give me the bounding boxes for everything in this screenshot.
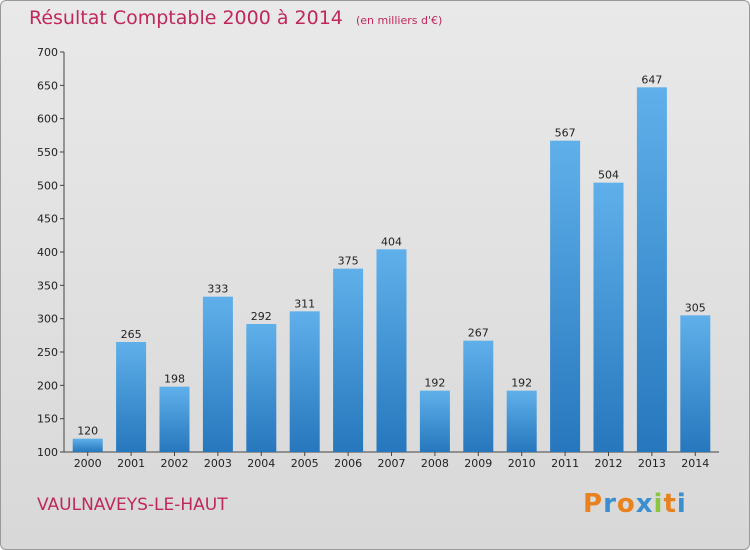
- y-tick-label: 500: [37, 179, 58, 192]
- bar: [680, 315, 711, 452]
- chart-subtitle: (en milliers d'€): [355, 14, 443, 27]
- x-tick-label: 2009: [464, 457, 492, 470]
- x-tick-label: 2006: [334, 457, 362, 470]
- x-tick-label: 2011: [551, 457, 579, 470]
- proxiti-logo: Proxiti: [583, 489, 687, 519]
- y-tick-label: 450: [37, 213, 58, 226]
- x-tick-label: 2002: [161, 457, 189, 470]
- value-label: 305: [685, 301, 706, 314]
- bar: [289, 311, 320, 452]
- bar: [246, 324, 277, 452]
- x-tick-label: 2000: [74, 457, 102, 470]
- bar: [550, 140, 581, 452]
- y-tick-label: 700: [37, 46, 58, 59]
- value-label: 504: [598, 169, 619, 182]
- value-label: 292: [251, 310, 272, 323]
- value-label: 311: [294, 297, 315, 310]
- bar: [116, 342, 147, 452]
- bar: [72, 438, 103, 452]
- bar: [506, 390, 537, 452]
- y-tick-label: 250: [37, 346, 58, 359]
- y-tick-label: 200: [37, 379, 58, 392]
- logo-letter: i: [653, 489, 664, 519]
- y-tick-label: 350: [37, 279, 58, 292]
- x-tick-label: 2001: [117, 457, 145, 470]
- logo-letter: x: [635, 489, 654, 519]
- y-tick-label: 600: [37, 113, 58, 126]
- bar: [636, 87, 667, 452]
- logo-letter: o: [616, 489, 636, 519]
- bar: [593, 182, 624, 452]
- bar: [419, 390, 450, 452]
- y-tick-label: 300: [37, 313, 58, 326]
- x-tick-label: 2012: [595, 457, 623, 470]
- y-tick-label: 400: [37, 246, 58, 259]
- bar: [333, 268, 364, 452]
- value-label: 647: [641, 73, 662, 86]
- logo-letter: r: [603, 489, 617, 519]
- x-tick-label: 2003: [204, 457, 232, 470]
- bar: [159, 386, 190, 452]
- value-label: 198: [164, 373, 185, 386]
- y-tick-label: 100: [37, 446, 58, 459]
- logo-letter: P: [583, 489, 604, 519]
- y-tick-label: 550: [37, 146, 58, 159]
- x-tick-label: 2010: [508, 457, 536, 470]
- bar: [202, 296, 233, 452]
- bar: [376, 249, 407, 452]
- value-label: 404: [381, 235, 402, 248]
- bar: [463, 340, 494, 452]
- value-label: 375: [338, 255, 359, 268]
- y-tick-label: 650: [37, 79, 58, 92]
- logo-letter: i: [676, 489, 687, 519]
- x-tick-label: 2014: [681, 457, 709, 470]
- y-tick-label: 150: [37, 413, 58, 426]
- value-label: 192: [424, 377, 445, 390]
- x-tick-label: 2013: [638, 457, 666, 470]
- chart-title-block: Résultat Comptable 2000 à 2014 (en milli…: [29, 7, 442, 29]
- logo-letter: t: [663, 489, 677, 519]
- value-label: 192: [511, 377, 532, 390]
- x-tick-label: 2007: [378, 457, 406, 470]
- place-name: VAULNAVEYS-LE-HAUT: [37, 495, 228, 515]
- value-label: 267: [468, 327, 489, 340]
- value-label: 567: [555, 127, 576, 140]
- value-label: 265: [121, 328, 142, 341]
- x-tick-label: 2008: [421, 457, 449, 470]
- value-label: 120: [77, 425, 98, 438]
- x-tick-label: 2004: [247, 457, 275, 470]
- value-label: 333: [207, 283, 228, 296]
- x-tick-label: 2005: [291, 457, 319, 470]
- chart-title: Résultat Comptable 2000 à 2014: [29, 7, 343, 29]
